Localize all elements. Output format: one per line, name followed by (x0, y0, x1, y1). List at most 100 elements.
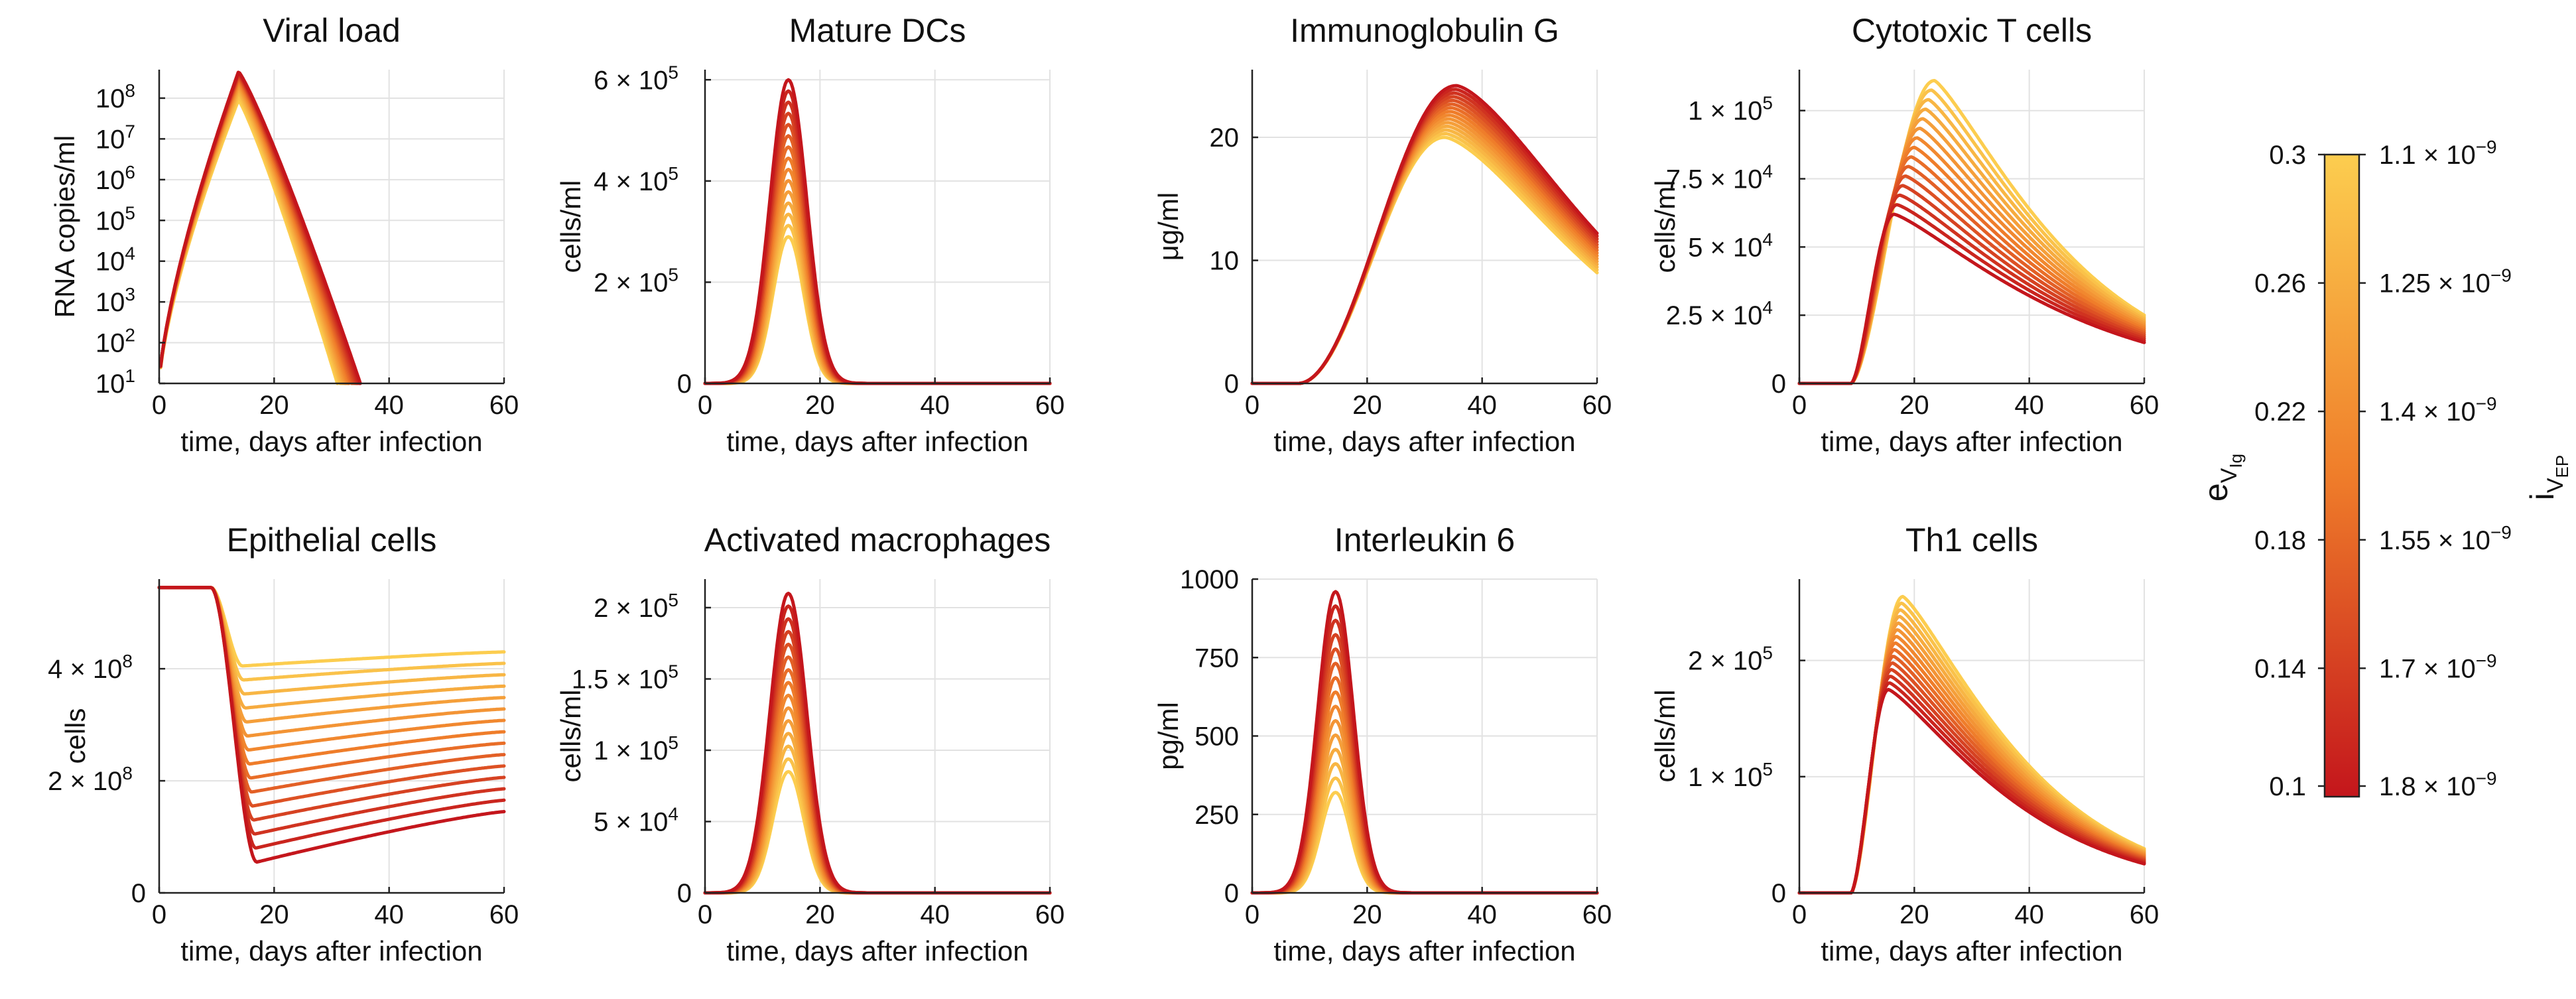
y-tick-label: 2 × 108 (48, 763, 133, 796)
y-tick-base: 2 × 10 (594, 268, 668, 297)
y-tick-label: 1 × 105 (594, 732, 678, 766)
colorbar-right-label-sub: V (2543, 478, 2568, 493)
colorbar-left-label-sub: V (2217, 468, 2242, 483)
colorbar-left-tick-label: 0.1 (2269, 772, 2306, 801)
series-line (157, 586, 506, 710)
y-tick-label: 101 (96, 366, 135, 399)
series-line (1250, 121, 1599, 385)
x-tick-label: 60 (489, 391, 519, 420)
series-line (1797, 614, 2146, 895)
series-line (1250, 647, 1599, 895)
y-tick-exponent: 8 (125, 80, 135, 101)
y-tick-exponent: 4 (125, 243, 135, 264)
y-tick-exponent: 3 (125, 284, 135, 304)
x-tick-label: 0 (698, 900, 712, 929)
y-axis-label: μg/ml (1153, 192, 1184, 261)
y-tick-base: 10 (96, 247, 125, 277)
series-group (1797, 594, 2146, 895)
y-tick-label: 5 × 104 (594, 804, 678, 837)
series-group (1797, 79, 2146, 385)
colorbar-tick-exponent: −9 (2490, 522, 2512, 543)
y-tick-base: 4 × 10 (48, 655, 122, 684)
x-axis-label: time, days after infection (180, 935, 482, 966)
y-tick-exponent: 5 (668, 62, 678, 82)
y-tick-exponent: 5 (1762, 643, 1773, 663)
y-tick-label: 2 × 105 (594, 590, 678, 623)
panel-title: Immunoglobulin G (1290, 12, 1559, 49)
y-tick-label: 2 × 105 (1688, 643, 1773, 676)
y-tick-label: 6 × 105 (594, 62, 678, 95)
series-line (703, 681, 1052, 895)
y-tick-base: 10 (96, 84, 125, 113)
colorbar-left-label-subsub: Ig (2226, 454, 2246, 468)
x-tick-label: 20 (1900, 391, 1929, 420)
x-axis-label: time, days after infection (1821, 426, 2122, 457)
y-tick-exponent: 5 (668, 163, 678, 184)
colorbar: 0.30.260.220.180.140.11.1 × 10−91.25 × 1… (2197, 137, 2572, 801)
x-tick-label: 0 (1792, 391, 1807, 420)
series-line (159, 70, 362, 385)
panel-title: Epithelial cells (227, 521, 437, 559)
y-tick-base: 5 × 10 (1688, 233, 1762, 262)
y-tick-label: 105 (96, 202, 135, 235)
colorbar-right-label-main: i (2524, 493, 2561, 500)
panel-title: Cytotoxic T cells (1852, 12, 2092, 49)
x-tick-label: 40 (2014, 391, 2044, 420)
y-tick-base: 6 × 10 (594, 66, 668, 95)
x-tick-label: 0 (1792, 900, 1807, 929)
y-tick-base: 10 (96, 369, 125, 399)
x-axis-label: time, days after infection (1273, 935, 1575, 966)
colorbar-left-tick-label: 0.3 (2269, 141, 2306, 170)
y-tick-label: 2 × 105 (594, 264, 678, 297)
x-tick-label: 60 (489, 900, 519, 929)
y-tick-exponent: 5 (125, 202, 135, 223)
colorbar-tick-exponent: −9 (2476, 393, 2497, 414)
y-tick-label: 1000 (1180, 565, 1239, 594)
x-tick-label: 0 (1245, 900, 1259, 929)
panel-title: Interleukin 6 (1334, 521, 1515, 559)
y-tick-label: 1 × 105 (1688, 759, 1773, 792)
y-tick-exponent: 8 (122, 651, 133, 671)
y-tick-exponent: 4 (1762, 161, 1773, 182)
colorbar-tick-base: 1.8 × 10 (2379, 772, 2476, 801)
y-tick-base: 7.5 × 10 (1666, 165, 1763, 194)
x-tick-label: 20 (1900, 900, 1929, 929)
x-tick-label: 60 (1582, 391, 1612, 420)
y-tick-label: 0 (677, 879, 692, 908)
x-axis-label: time, days after infection (726, 426, 1028, 457)
y-tick-base: 5 × 10 (594, 808, 668, 837)
panel-interleukin-6: 0 20 40 60 0 250 500 750 1000 Interleukin 6 time, … (1153, 521, 1612, 966)
series-line (703, 157, 1052, 385)
series-line (1250, 113, 1599, 385)
series-group (157, 586, 506, 864)
y-tick-label: 102 (96, 325, 135, 358)
x-tick-label: 0 (698, 391, 712, 420)
x-axis-label: time, days after infection (1821, 935, 2122, 966)
panel-title: Activated macrophages (704, 521, 1051, 559)
x-tick-label: 20 (259, 391, 289, 420)
x-tick-label: 0 (152, 900, 166, 929)
y-tick-label: 0 (1771, 369, 1786, 399)
y-tick-base: 2 × 10 (48, 767, 122, 796)
panel-title: Viral load (263, 12, 401, 49)
x-tick-label: 40 (920, 391, 950, 420)
colorbar-left-tick-label: 0.26 (2254, 269, 2306, 299)
y-tick-exponent: 8 (122, 763, 133, 783)
x-axis-label: time, days after infection (726, 935, 1028, 966)
series-line (1250, 661, 1599, 895)
y-tick-label: 1 × 105 (1688, 93, 1773, 126)
y-tick-label: 2.5 × 104 (1666, 297, 1773, 330)
x-tick-label: 60 (1035, 900, 1065, 929)
y-tick-base: 2.5 × 10 (1666, 301, 1763, 330)
y-tick-base: 10 (96, 166, 125, 195)
series-line (703, 693, 1052, 895)
y-tick-label: 0 (1224, 369, 1239, 399)
series-group (703, 78, 1052, 385)
y-tick-base: 10 (96, 206, 125, 235)
colorbar-right-tick-label: 1.25 × 10−9 (2379, 265, 2512, 299)
y-axis-label: cells/ml (555, 689, 586, 782)
x-tick-label: 20 (1352, 391, 1382, 420)
series-group (159, 70, 362, 385)
y-tick-base: 4 × 10 (594, 167, 668, 196)
